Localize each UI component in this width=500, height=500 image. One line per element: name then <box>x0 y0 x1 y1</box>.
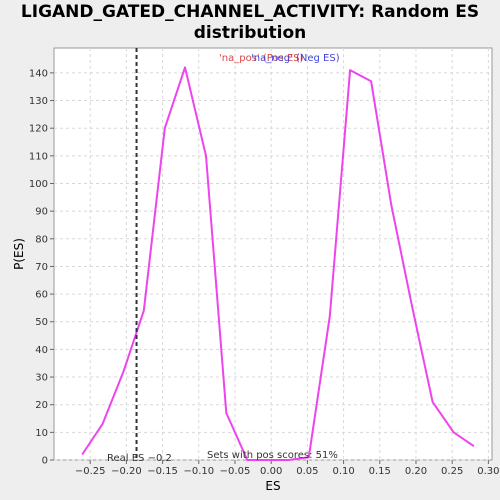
y-tick-label: 10 <box>35 428 48 439</box>
x-axis-title: ES <box>265 479 280 493</box>
y-tick-label: 90 <box>35 207 48 218</box>
x-tick-label: 0.00 <box>260 466 282 477</box>
y-tick-label: 120 <box>29 124 48 135</box>
legend-neg-label: 'na_neg' (Neg ES) <box>251 53 340 64</box>
y-tick-label: 40 <box>35 345 48 356</box>
y-tick-label: 50 <box>35 317 48 328</box>
series <box>81 66 475 461</box>
x-tick-label: 0.15 <box>369 466 391 477</box>
es-distribution-line <box>81 66 475 461</box>
x-tick-label: −0.20 <box>111 466 142 477</box>
grid <box>54 48 492 461</box>
x-tick-label: 0.10 <box>332 466 354 477</box>
y-axis-title: P(ES) <box>12 238 26 270</box>
x-tick-label: 0.05 <box>296 466 318 477</box>
y-tick-label: 100 <box>29 179 48 190</box>
x-tick-label: −0.05 <box>220 466 251 477</box>
legend-pos-label: 'na_pos' (Pos ES) <box>219 53 304 64</box>
y-tick-label: 130 <box>29 96 48 107</box>
sets-pos-annotation: Sets with pos scores: 51% <box>207 450 338 461</box>
chart-title-line-1: LIGAND_GATED_CHANNEL_ACTIVITY: Random ES <box>20 2 480 22</box>
y-tick-label: 0 <box>42 456 48 467</box>
x-tick-label: −0.10 <box>183 466 214 477</box>
real-es-annotation: Real ES −0.2 <box>107 453 172 464</box>
x-tick-label: −0.15 <box>147 466 178 477</box>
x-tick-label: −0.25 <box>75 466 106 477</box>
y-tick-label: 110 <box>29 151 48 162</box>
y-tick-label: 20 <box>35 400 48 411</box>
chart-title: LIGAND_GATED_CHANNEL_ACTIVITY: Random ES… <box>0 2 500 44</box>
y-tick-label: 140 <box>29 68 48 79</box>
y-tick-label: 30 <box>35 373 48 384</box>
x-tick-label: 0.20 <box>405 466 427 477</box>
x-tick-label: 0.30 <box>477 466 499 477</box>
y-tick-label: 60 <box>35 290 48 301</box>
plot-area <box>53 47 493 461</box>
axes: 0102030405060708090100110120130140−0.25−… <box>29 68 500 477</box>
x-tick-label: 0.25 <box>441 466 463 477</box>
y-tick-label: 80 <box>35 234 48 245</box>
chart-title-line-2: distribution <box>193 23 307 43</box>
y-tick-label: 70 <box>35 262 48 273</box>
